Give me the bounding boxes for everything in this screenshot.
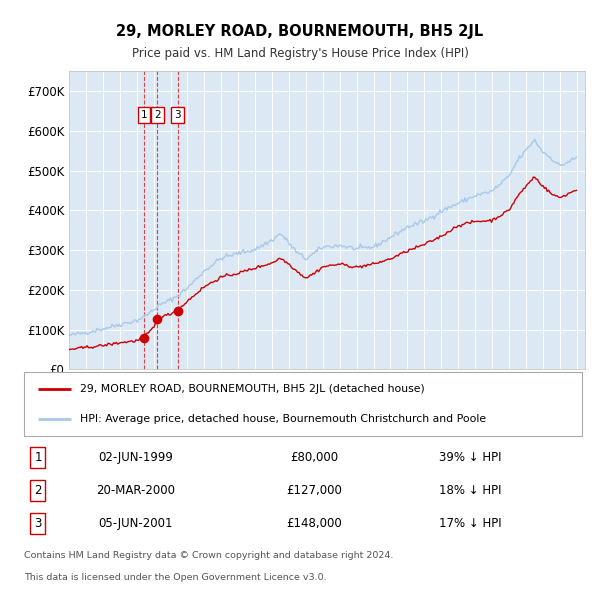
Text: This data is licensed under the Open Government Licence v3.0.: This data is licensed under the Open Gov… [24, 573, 326, 582]
Text: £80,000: £80,000 [290, 451, 338, 464]
Text: 2: 2 [34, 484, 42, 497]
Text: Price paid vs. HM Land Registry's House Price Index (HPI): Price paid vs. HM Land Registry's House … [131, 47, 469, 60]
Text: 3: 3 [175, 110, 181, 120]
Text: £148,000: £148,000 [286, 517, 342, 530]
Text: £127,000: £127,000 [286, 484, 342, 497]
Text: Contains HM Land Registry data © Crown copyright and database right 2024.: Contains HM Land Registry data © Crown c… [24, 551, 394, 560]
Text: 3: 3 [34, 517, 41, 530]
Text: 18% ↓ HPI: 18% ↓ HPI [439, 484, 502, 497]
Text: 17% ↓ HPI: 17% ↓ HPI [439, 517, 502, 530]
Text: 02-JUN-1999: 02-JUN-1999 [98, 451, 173, 464]
Text: 29, MORLEY ROAD, BOURNEMOUTH, BH5 2JL (detached house): 29, MORLEY ROAD, BOURNEMOUTH, BH5 2JL (d… [80, 385, 425, 395]
Text: 1: 1 [34, 451, 42, 464]
Text: 39% ↓ HPI: 39% ↓ HPI [439, 451, 502, 464]
Text: 1: 1 [140, 110, 147, 120]
FancyBboxPatch shape [24, 372, 582, 436]
Text: 05-JUN-2001: 05-JUN-2001 [98, 517, 173, 530]
Text: 2: 2 [154, 110, 161, 120]
Text: 20-MAR-2000: 20-MAR-2000 [96, 484, 175, 497]
Text: HPI: Average price, detached house, Bournemouth Christchurch and Poole: HPI: Average price, detached house, Bour… [80, 414, 486, 424]
Text: 29, MORLEY ROAD, BOURNEMOUTH, BH5 2JL: 29, MORLEY ROAD, BOURNEMOUTH, BH5 2JL [116, 24, 484, 40]
